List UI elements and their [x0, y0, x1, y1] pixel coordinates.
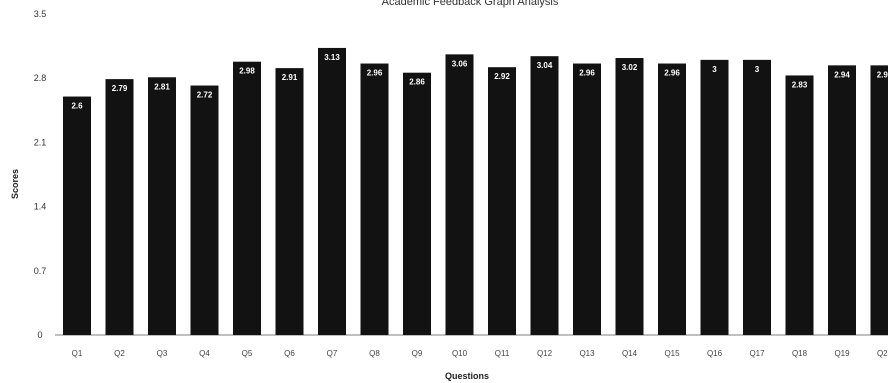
x-tick-label: Q5 — [242, 349, 253, 358]
x-tick-label: Q17 — [749, 349, 765, 358]
bar — [360, 63, 389, 335]
x-tick-label: Q6 — [284, 349, 295, 358]
y-tick-label: 2.1 — [34, 137, 47, 147]
bar-value-label: 2.6 — [71, 102, 83, 111]
bar-value-label: 2.79 — [112, 84, 128, 93]
x-tick-label: Q18 — [792, 349, 808, 358]
bar-value-label: 2.96 — [579, 69, 595, 78]
x-tick-label: Q10 — [452, 349, 468, 358]
bar-value-label: 2.96 — [367, 69, 383, 78]
bar-value-label: 2.91 — [282, 73, 298, 82]
value-labels: 2.6 2.79 2.81 2.72 2.98 2.91 3.13 2.96 2.86 3.06 2… — [71, 53, 888, 111]
y-tick-label: 0 — [37, 330, 42, 340]
x-tick-label: Q8 — [369, 349, 380, 358]
bars — [63, 47, 888, 336]
y-tick-label: 2.8 — [34, 73, 47, 83]
bar — [828, 65, 856, 336]
y-axis-title: Scores — [10, 169, 20, 199]
x-tick-label: Q16 — [707, 349, 723, 358]
bar — [530, 56, 559, 336]
bar — [870, 65, 888, 336]
bar-value-label: 2.81 — [154, 82, 170, 91]
x-tick-label: Q11 — [495, 349, 510, 358]
bar — [785, 75, 814, 335]
bar-value-label: 2.86 — [409, 78, 425, 87]
x-tick-label: Q4 — [199, 349, 210, 358]
x-tick-label: Q2 — [114, 349, 125, 358]
y-tick-label: 0.7 — [34, 266, 47, 276]
x-tick-label: Q19 — [834, 349, 850, 358]
chart-title: Academic Feedback Graph Analysis — [382, 0, 559, 8]
bar-value-label: 2.96 — [664, 69, 680, 78]
bar-value-label: 3.02 — [622, 63, 638, 72]
y-tick-labels: 0 0.7 1.4 2.1 2.8 3.5 — [34, 9, 47, 340]
x-tick-label: Q9 — [412, 349, 423, 358]
x-tick-label: Q7 — [327, 349, 338, 358]
bar — [615, 58, 644, 335]
bar — [573, 63, 601, 335]
x-tick-label: Q14 — [622, 349, 638, 358]
bar-value-label: 3.06 — [452, 59, 468, 68]
bar — [275, 68, 304, 336]
bar-value-label: 3.13 — [324, 53, 340, 62]
bar-value-label: 3 — [755, 65, 760, 74]
bar-value-label: 2.83 — [792, 80, 808, 89]
x-tick-label: Q20 — [877, 349, 888, 358]
x-tick-label: Q15 — [664, 349, 680, 358]
bar-value-label: 2.94 — [834, 70, 850, 79]
bar — [233, 61, 261, 335]
bar-value-label: 2.94 — [877, 70, 888, 79]
bar-value-label: 3.04 — [537, 61, 553, 70]
x-tick-label: Q13 — [579, 349, 595, 358]
bar — [658, 63, 686, 335]
x-axis-title: Questions — [445, 371, 489, 381]
x-tick-label: Q3 — [157, 349, 168, 358]
bar — [403, 72, 431, 335]
bar — [445, 54, 474, 336]
category-labels: Q1 Q2 Q3 Q4 Q5 Q6 Q7 Q8 Q9 Q10 Q11 Q12 Q13 Q14 Q15 Q16 Q… — [72, 349, 888, 358]
bar — [743, 59, 771, 335]
bar-value-label: 2.92 — [494, 72, 510, 81]
x-tick-label: Q12 — [537, 349, 553, 358]
bar — [148, 77, 176, 335]
x-tick-label: Q1 — [72, 349, 83, 358]
y-tick-label: 1.4 — [34, 202, 47, 212]
bar — [488, 67, 516, 336]
bar-value-label: 2.98 — [239, 67, 255, 76]
bar — [700, 59, 729, 335]
bar — [318, 47, 346, 335]
y-tick-label: 3.5 — [34, 9, 47, 19]
bar-value-label: 2.72 — [197, 91, 213, 100]
bar — [63, 96, 91, 336]
bar — [105, 79, 134, 335]
bar-value-label: 3 — [712, 65, 717, 74]
bar — [190, 85, 219, 335]
